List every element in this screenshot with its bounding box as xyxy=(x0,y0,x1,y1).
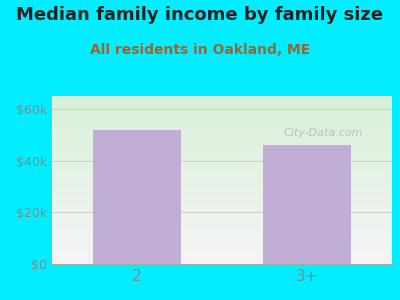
Bar xyxy=(263,145,351,264)
Text: Median family income by family size: Median family income by family size xyxy=(16,6,384,24)
Bar xyxy=(93,130,181,264)
Text: City-Data.com: City-Data.com xyxy=(283,128,363,138)
Text: All residents in Oakland, ME: All residents in Oakland, ME xyxy=(90,44,310,58)
